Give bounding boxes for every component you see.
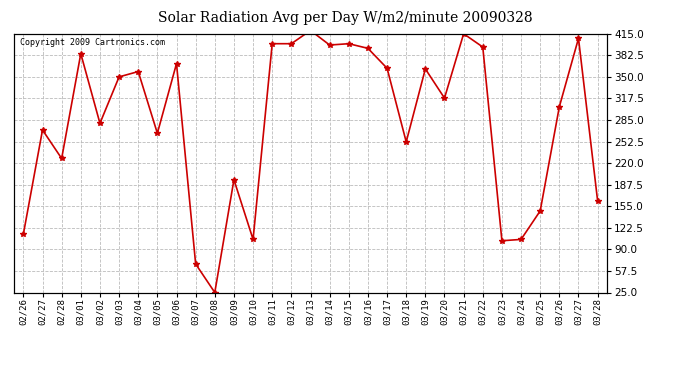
Text: Solar Radiation Avg per Day W/m2/minute 20090328: Solar Radiation Avg per Day W/m2/minute … [158,11,532,25]
Text: Copyright 2009 Cartronics.com: Copyright 2009 Cartronics.com [20,38,165,46]
